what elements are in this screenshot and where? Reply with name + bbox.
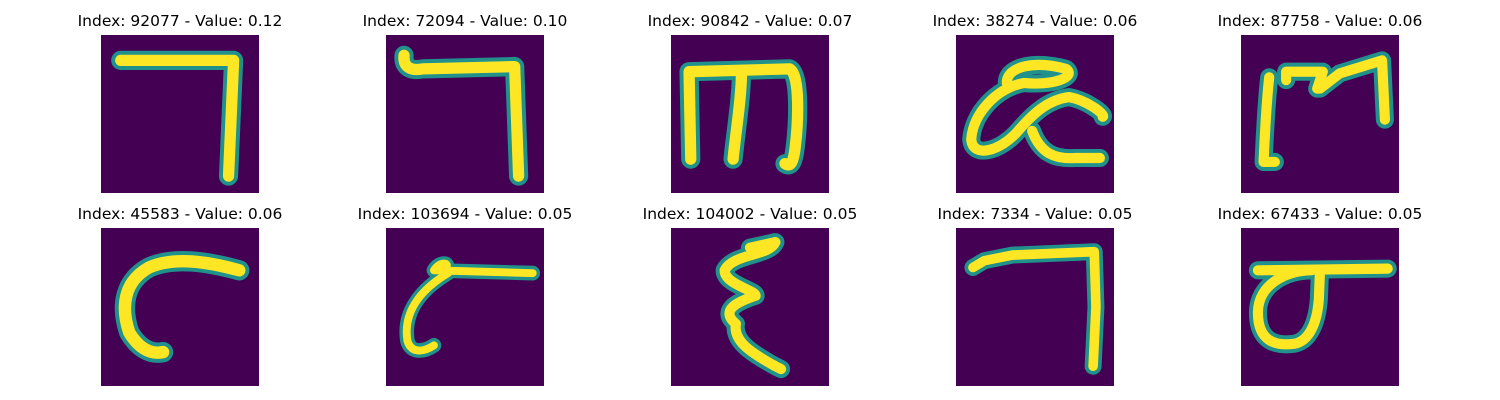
- panel-title: Index: 67433 - Value: 0.05: [1217, 205, 1423, 223]
- image-panel-9: Index: 7334 - Value: 0.05: [915, 203, 1155, 393]
- glyph-image: [101, 228, 259, 386]
- image-panel-1: Index: 92077 - Value: 0.12: [60, 10, 300, 200]
- panel-title: Index: 92077 - Value: 0.12: [77, 12, 283, 30]
- glyph-image: [386, 228, 544, 386]
- image-panel-8: Index: 104002 - Value: 0.05: [630, 203, 870, 393]
- image-panel-7: Index: 103694 - Value: 0.05: [345, 203, 585, 393]
- image-panel-5: Index: 87758 - Value: 0.06: [1200, 10, 1440, 200]
- image-panel-4: Index: 38274 - Value: 0.06: [915, 10, 1155, 200]
- glyph-image: [671, 228, 829, 386]
- glyph-image: [671, 35, 829, 193]
- glyph-image: [101, 35, 259, 193]
- image-panel-3: Index: 90842 - Value: 0.07: [630, 10, 870, 200]
- panel-title: Index: 87758 - Value: 0.06: [1217, 12, 1423, 30]
- image-panel-6: Index: 45583 - Value: 0.06: [60, 203, 300, 393]
- glyph-image: [1241, 228, 1399, 386]
- panel-title: Index: 72094 - Value: 0.10: [362, 12, 568, 30]
- image-panel-2: Index: 72094 - Value: 0.10: [345, 10, 585, 200]
- glyph-image: [956, 35, 1114, 193]
- glyph-image: [1241, 35, 1399, 193]
- panel-title: Index: 45583 - Value: 0.06: [77, 205, 283, 223]
- panel-title: Index: 104002 - Value: 0.05: [642, 205, 858, 223]
- glyph-image: [956, 228, 1114, 386]
- panel-title: Index: 7334 - Value: 0.05: [937, 205, 1133, 223]
- image-panel-10: Index: 67433 - Value: 0.05: [1200, 203, 1440, 393]
- panel-title: Index: 90842 - Value: 0.07: [647, 12, 853, 30]
- glyph-image: [386, 35, 544, 193]
- panel-title: Index: 103694 - Value: 0.05: [357, 205, 573, 223]
- panel-title: Index: 38274 - Value: 0.06: [932, 12, 1138, 30]
